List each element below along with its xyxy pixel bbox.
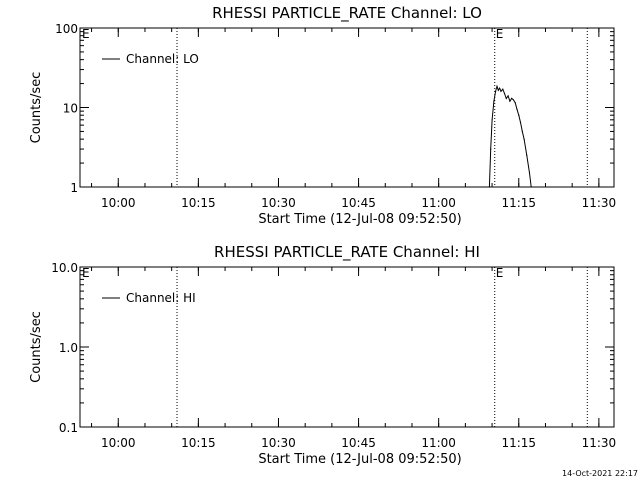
- y-axis-label: Counts/sec: [29, 72, 44, 144]
- y-tick-label: 10.0: [51, 261, 78, 275]
- legend-label: Channel: HI: [126, 291, 196, 305]
- x-tick-label: 11:30: [582, 436, 617, 450]
- data-point: [493, 100, 495, 102]
- chart-hi: RHESSI PARTICLE_RATE Channel: HI 0.1 1.0 10…: [29, 243, 616, 467]
- x-tick-label: 11:30: [582, 196, 617, 210]
- x-tick-label: 10:45: [341, 196, 376, 210]
- left-marker-label: E: [82, 27, 90, 41]
- data-point: [488, 186, 490, 188]
- x-tick-label: 10:00: [101, 196, 136, 210]
- legend-label: Channel: LO: [126, 52, 199, 66]
- data-point: [518, 114, 520, 116]
- event-marker-label: E: [496, 266, 504, 280]
- y-tick-label: 10: [63, 102, 78, 116]
- data-point: [500, 90, 502, 92]
- chart-title: RHESSI PARTICLE_RATE Channel: HI: [214, 243, 480, 262]
- data-point: [505, 97, 507, 99]
- data-point: [490, 148, 492, 150]
- data-point: [514, 102, 516, 104]
- x-tick-label: 10:15: [181, 196, 216, 210]
- data-point: [507, 95, 509, 97]
- data-point: [496, 85, 498, 87]
- x-axis-label: Start Time (12-Jul-08 09:52:50): [258, 452, 461, 467]
- y-tick-label: 1.0: [59, 341, 78, 355]
- data-point: [495, 90, 497, 92]
- x-tick-label: 11:00: [421, 436, 456, 450]
- data-point: [519, 121, 522, 123]
- x-tick-label: 10:15: [181, 436, 216, 450]
- data-point: [491, 119, 493, 121]
- x-tick-label: 10:30: [261, 196, 296, 210]
- data-point: [509, 100, 511, 102]
- data-point: [526, 154, 528, 156]
- chart-lo: RHESSI PARTICLE_RATE Channel: LO 1 10 100 10…: [29, 4, 616, 227]
- chart-title: RHESSI PARTICLE_RATE Channel: LO: [212, 4, 482, 23]
- footer-timestamp: 14-Oct-2021 22:17: [562, 469, 638, 478]
- data-point: [512, 99, 515, 101]
- data-point: [497, 89, 499, 91]
- data-point: [511, 97, 513, 99]
- data-point: [499, 87, 501, 89]
- y-tick-label: 1: [70, 181, 78, 195]
- data-point: [516, 108, 518, 110]
- data-point: [503, 92, 506, 95]
- y-tick-label: 100: [55, 22, 78, 36]
- data-point: [528, 172, 531, 174]
- x-tick-label: 10:45: [341, 436, 376, 450]
- x-axis-label: Start Time (12-Jul-08 09:52:50): [258, 212, 461, 227]
- data-point: [521, 130, 523, 132]
- left-marker-label: E: [82, 266, 90, 280]
- y-axis-label: Counts/sec: [29, 311, 44, 383]
- x-tick-label: 11:15: [501, 436, 536, 450]
- x-tick-label: 10:00: [101, 436, 136, 450]
- event-marker-label: E: [496, 27, 504, 41]
- x-tick-label: 10:30: [261, 436, 296, 450]
- x-tick-label: 11:15: [501, 196, 536, 210]
- data-point: [530, 186, 532, 188]
- y-tick-label: 0.1: [59, 421, 78, 435]
- x-tick-label: 11:00: [421, 196, 456, 210]
- data-point: [502, 88, 504, 90]
- data-point: [523, 138, 525, 140]
